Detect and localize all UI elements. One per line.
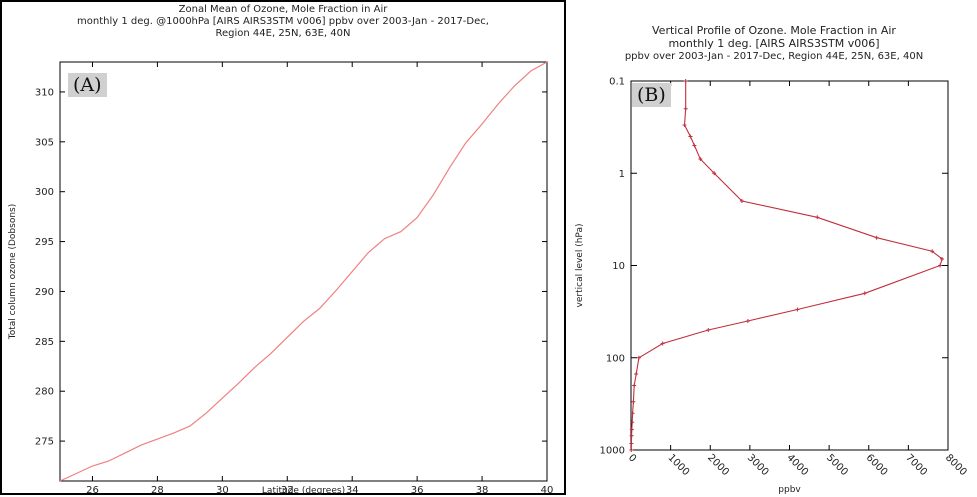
data-point [630,420,635,425]
x-tick-label: 26 [86,485,99,496]
x-tick-label: 32 [281,485,294,496]
x-tick-label: 2000 [705,452,731,478]
data-point [634,371,639,376]
plot-frame [630,80,949,451]
data-point [815,215,820,220]
data-point [706,327,711,332]
data-point [745,319,750,324]
x-axis-label: Latitude (degrees) [262,486,345,496]
chart-panel-b: Vertical Profile of Ozone. Mole Fraction… [571,0,977,495]
data-point [629,441,634,446]
y-tick-label: 305 [35,137,54,148]
data-point [930,249,935,254]
data-point [629,427,634,432]
x-tick-label: 28 [151,485,164,496]
series-line [630,81,943,451]
data-point [683,106,688,111]
data-point [692,143,697,148]
x-tick-label: 3000 [745,452,771,478]
series-line [59,61,548,482]
x-axis-label: ppbv [778,485,801,495]
chart-title-line-3: Region 44E, 25N, 63E, 40N [215,28,351,39]
y-tick-label: 10 [612,261,625,272]
chart-a-svg: 26 28 30 32 34 36 38 40 275 280 285 290 295 300 305 310… [8,61,554,496]
chart-b-svg: 0 1000 2000 3000 4000 5000 6000 7000 80000.11101… [575,77,969,496]
plot-frame [59,61,548,482]
data-point [874,235,879,240]
data-point [739,199,744,204]
y-tick-label: 290 [35,287,54,298]
y-tick-label: 280 [35,387,54,398]
data-point [631,399,636,404]
y-tick-label: 295 [35,237,54,248]
x-tick-label: 30 [216,485,229,496]
y-tick-label: 300 [35,187,54,198]
chart-panel-a: Zonal Mean of Ozone, Mole Fraction in Ai… [0,0,566,496]
data-point [660,341,665,346]
data-point [795,307,800,312]
x-tick-label: 7000 [903,452,929,478]
x-tick-label: 40 [541,485,554,496]
x-tick-label: 0 [626,452,638,464]
x-tick-label: 1000 [666,452,692,478]
chart-title-line-1: Vertical Profile of Ozone. Mole Fraction… [652,24,896,37]
chart-title-line-3: ppbv over 2003-Jan - 2017-Dec, Region 44… [624,51,924,62]
data-point [940,256,945,261]
chart-title-line-2: monthly 1 deg. [AIRS AIRS3STM v006] [668,37,880,50]
x-tick-label: 6000 [864,452,890,478]
y-tick-label: 1 [619,169,625,180]
x-tick-label: 38 [476,485,489,496]
x-tick-label: 34 [346,485,359,496]
data-point [688,134,693,139]
data-point [636,355,641,360]
y-axis-label: vertical level (hPa) [575,224,585,308]
panel-label-b: (B) [632,83,671,107]
data-point [629,448,634,452]
data-point [630,411,635,416]
data-point [632,383,637,388]
x-tick-label: 5000 [824,452,850,478]
data-point [938,263,943,268]
data-point [862,291,867,296]
y-tick-label: 285 [35,337,54,348]
data-point [629,433,634,438]
data-point [683,79,688,83]
x-tick-label: 8000 [943,452,969,478]
data-point [682,123,687,128]
data-point [698,156,703,161]
data-point [712,171,717,176]
x-tick-label: 36 [411,485,424,496]
y-tick-label: 0.1 [609,77,625,88]
y-tick-label: 100 [606,353,625,364]
chart-title-line-1: Zonal Mean of Ozone, Mole Fraction in Ai… [178,4,388,15]
panel-label-a: (A) [68,73,107,97]
y-tick-label: 1000 [600,446,625,457]
chart-title-line-2: monthly 1 deg. @1000hPa [AIRS AIRS3STM v… [77,16,489,27]
x-tick-label: 4000 [784,452,810,478]
y-tick-label: 310 [35,87,54,98]
y-axis-label: Total column ozone (Dobsons) [8,204,18,340]
y-tick-label: 275 [35,437,54,448]
